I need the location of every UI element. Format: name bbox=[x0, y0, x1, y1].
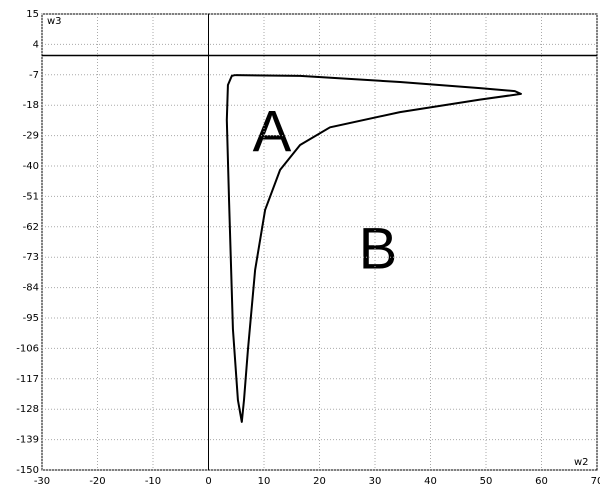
y-tick-label: 15 bbox=[26, 9, 39, 20]
y-axis-label: w3 bbox=[47, 16, 62, 27]
y-tick-label: -139 bbox=[16, 435, 39, 446]
curve bbox=[225, 74, 522, 423]
x-tick-label: -20 bbox=[89, 476, 105, 487]
x-tick-label: 10 bbox=[258, 476, 271, 487]
y-tick-label: -18 bbox=[23, 100, 39, 111]
annotation: B bbox=[359, 216, 398, 281]
x-tick-label: 40 bbox=[424, 476, 437, 487]
y-tick-label: -106 bbox=[16, 343, 39, 354]
x-tick-label: 0 bbox=[205, 476, 211, 487]
x-tick-label: 30 bbox=[369, 476, 382, 487]
y-tick-label: -84 bbox=[23, 283, 39, 294]
y-tick-label: -150 bbox=[16, 465, 39, 476]
x-tick-label: -10 bbox=[145, 476, 161, 487]
y-tick-label: -40 bbox=[23, 161, 39, 172]
y-tick-label: -128 bbox=[16, 404, 39, 415]
y-tick-label: -117 bbox=[16, 374, 39, 385]
y-tick-label: -73 bbox=[23, 252, 39, 263]
y-tick-label: -51 bbox=[23, 191, 39, 202]
annotation: A bbox=[253, 99, 292, 164]
x-tick-label: -30 bbox=[34, 476, 50, 487]
x-tick-label: 70 bbox=[591, 476, 600, 487]
y-tick-label: -95 bbox=[23, 313, 39, 324]
x-axis-label: w2 bbox=[574, 457, 589, 468]
y-tick-label: -29 bbox=[23, 131, 39, 142]
x-tick-label: 60 bbox=[535, 476, 548, 487]
x-tick-label: 20 bbox=[313, 476, 326, 487]
y-tick-label: 4 bbox=[33, 39, 39, 50]
y-tick-label: -62 bbox=[23, 222, 39, 233]
y-tick-label: -7 bbox=[29, 70, 39, 81]
x-tick-label: 50 bbox=[480, 476, 493, 487]
